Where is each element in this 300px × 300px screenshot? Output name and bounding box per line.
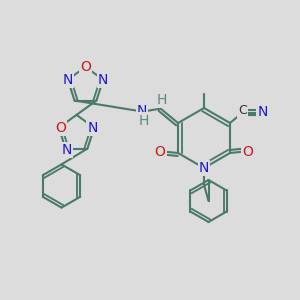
- Text: N: N: [257, 106, 268, 119]
- Text: C: C: [238, 103, 247, 117]
- Text: H: H: [139, 114, 149, 128]
- Text: N: N: [199, 161, 209, 175]
- Text: O: O: [242, 145, 253, 158]
- Text: N: N: [137, 104, 147, 118]
- Text: N: N: [62, 143, 72, 157]
- Text: O: O: [80, 60, 91, 74]
- Text: N: N: [98, 73, 108, 87]
- Text: O: O: [154, 145, 166, 158]
- Text: O: O: [55, 121, 66, 135]
- Text: N: N: [88, 121, 98, 135]
- Text: H: H: [157, 93, 167, 107]
- Text: N: N: [63, 73, 73, 87]
